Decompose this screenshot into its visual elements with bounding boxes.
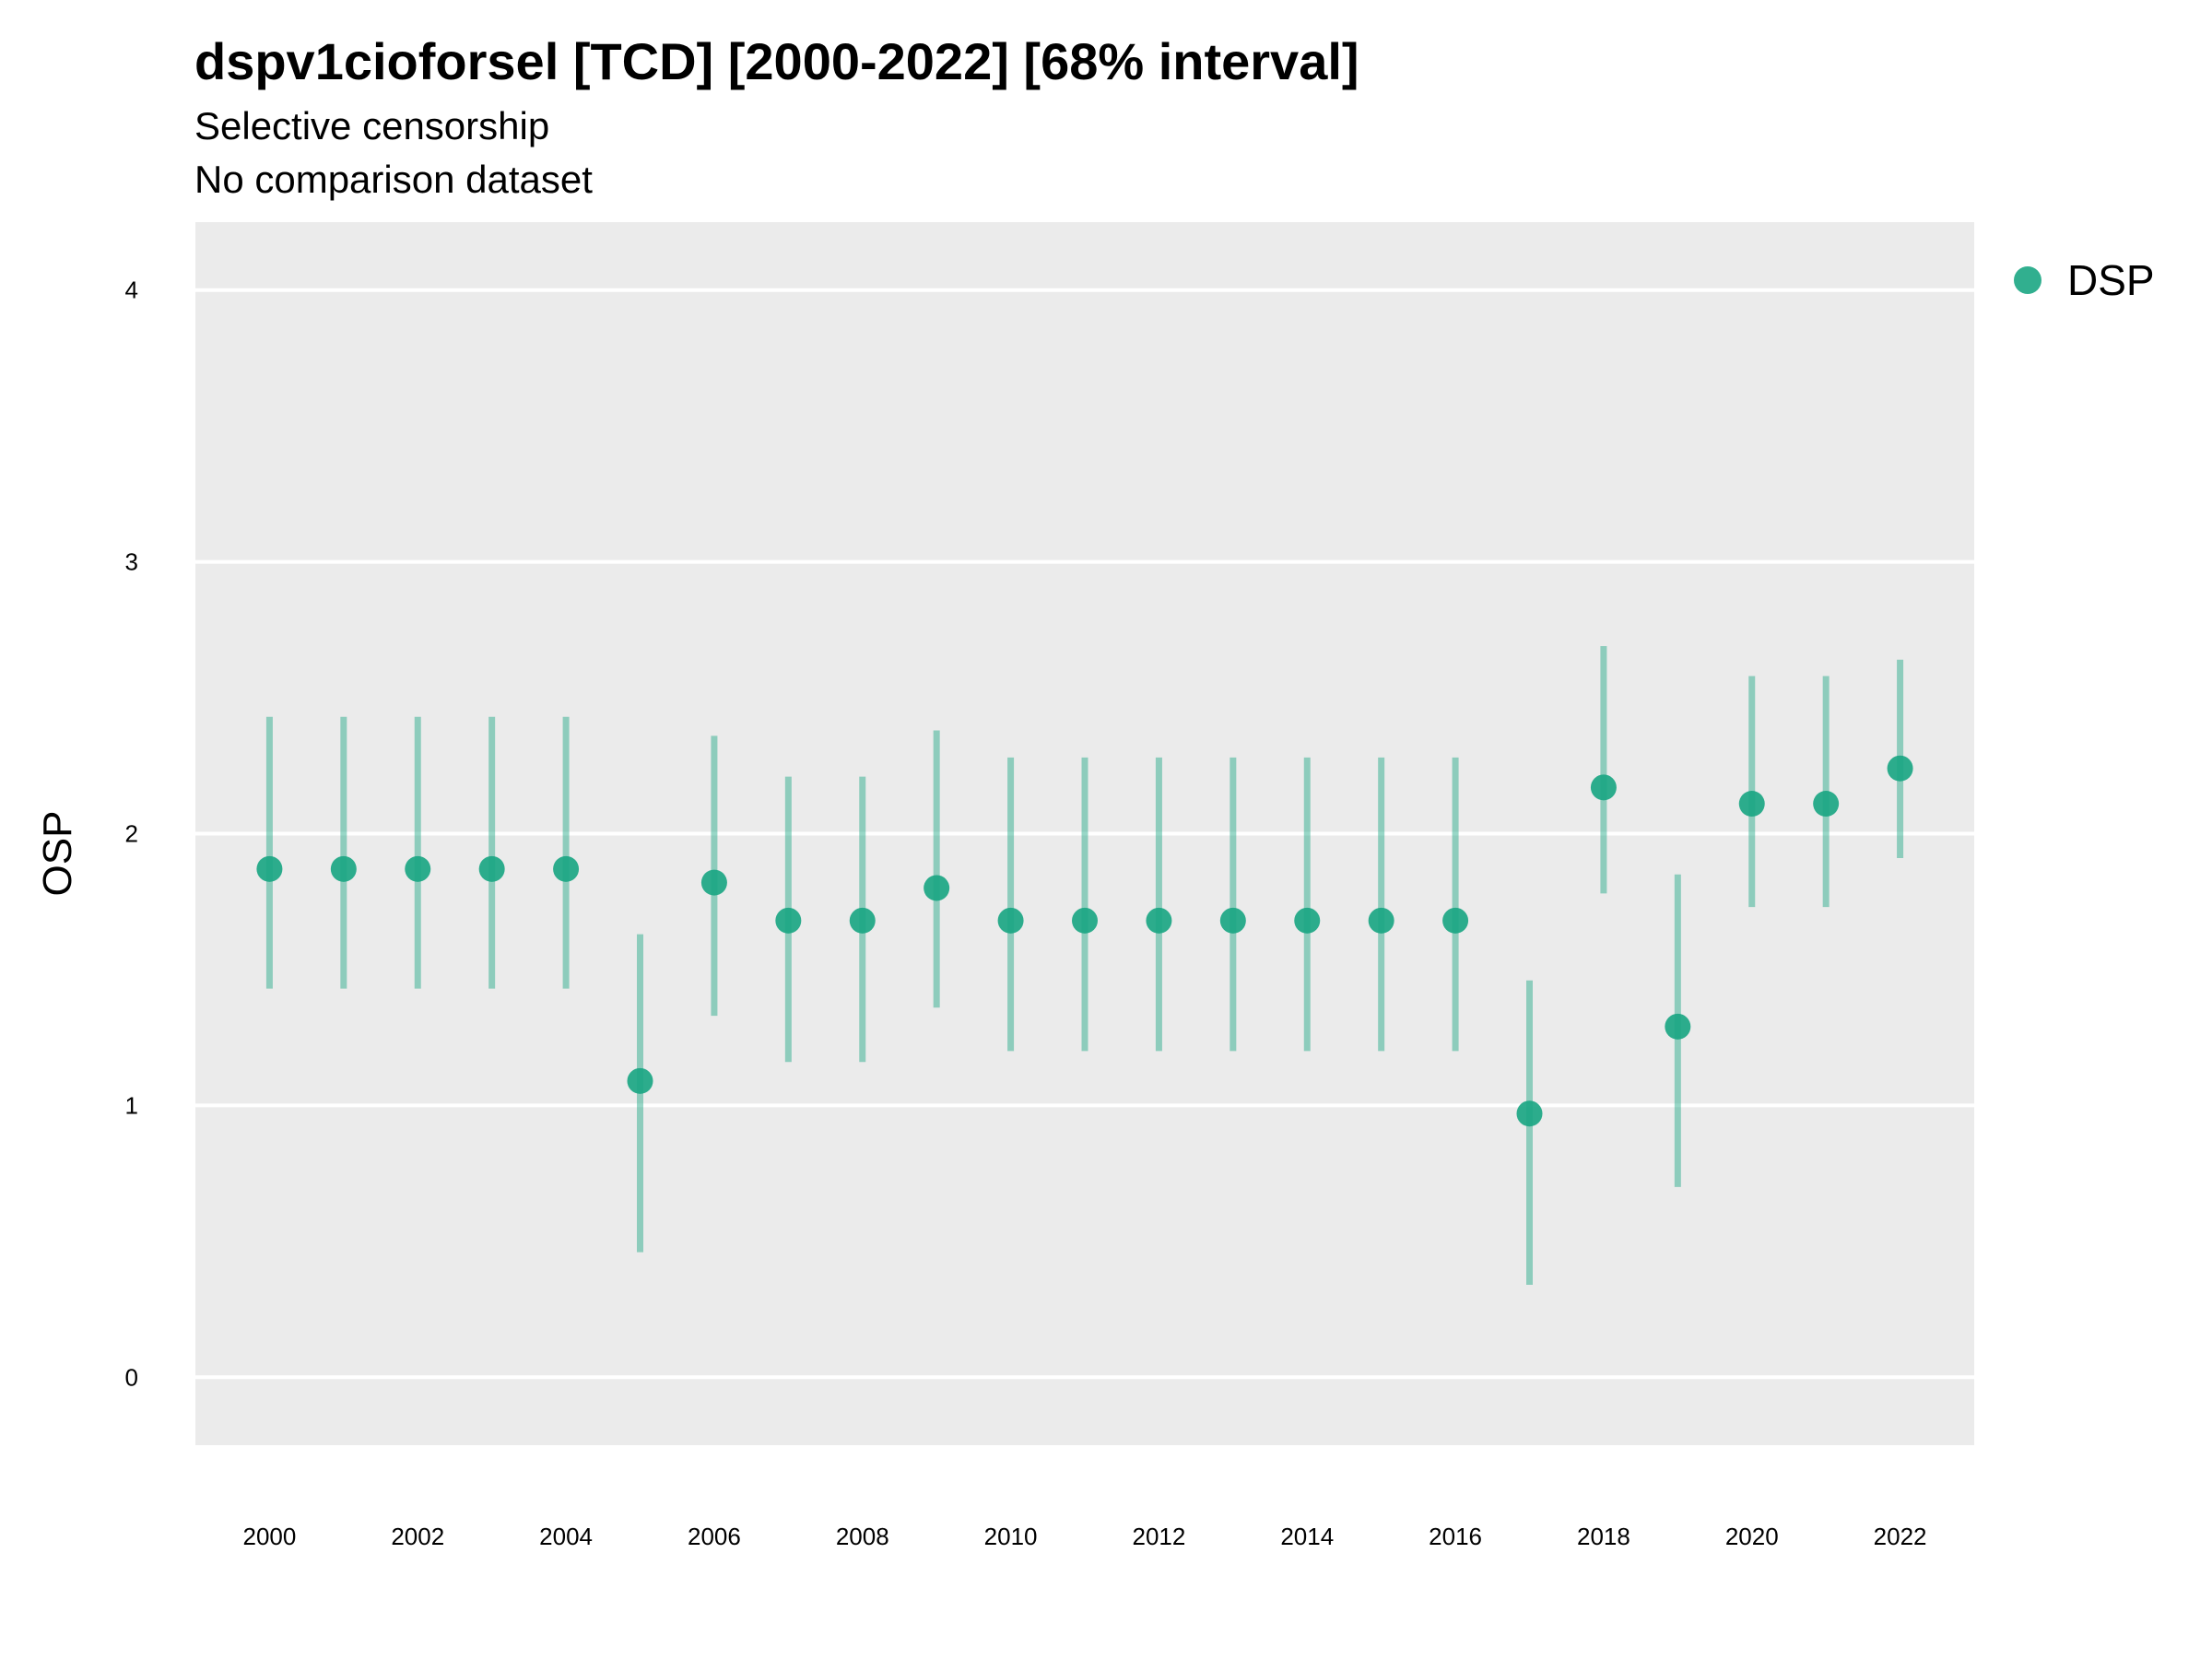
- chart-subtitle: Selective censorship: [194, 104, 550, 147]
- point-dsp-2004: [553, 855, 580, 882]
- point-dsp-2016: [1442, 907, 1469, 934]
- point-dsp-2005: [627, 1067, 653, 1094]
- x-tick-label-2004: 2004: [539, 1523, 593, 1550]
- x-tick-label-2006: 2006: [688, 1523, 741, 1550]
- x-tick-label-2018: 2018: [1577, 1523, 1630, 1550]
- x-tick-label-2000: 2000: [242, 1523, 296, 1550]
- point-dsp-2000: [256, 855, 283, 882]
- x-tick-label-2008: 2008: [836, 1523, 889, 1550]
- point-dsp-2012: [1146, 907, 1172, 934]
- point-dsp-2007: [775, 907, 802, 934]
- point-dsp-2010: [997, 907, 1024, 934]
- point-dsp-2019: [1665, 1013, 1691, 1040]
- point-dsp-2017: [1516, 1100, 1543, 1127]
- x-axis-ticks: 2000 2002 2004 2006 2008 2010 2012 2014 2016 2018…: [242, 1523, 1926, 1550]
- x-tick-label-2010: 2010: [984, 1523, 1038, 1550]
- x-tick-label-2012: 2012: [1132, 1523, 1185, 1550]
- point-dsp-2008: [849, 907, 876, 934]
- point-dsp-2003: [478, 855, 505, 882]
- point-dsp-2006: [700, 869, 727, 896]
- point-dsp-2015: [1368, 907, 1394, 934]
- data-points: [256, 755, 1913, 1127]
- point-dsp-2014: [1294, 907, 1321, 934]
- point-dsp-2021: [1813, 791, 1840, 818]
- point-dsp-2018: [1590, 774, 1617, 801]
- x-tick-label-2016: 2016: [1429, 1523, 1482, 1550]
- x-tick-label-2014: 2014: [1280, 1523, 1334, 1550]
- point-dsp-2002: [405, 855, 431, 882]
- legend-label-dsp: DSP: [2067, 256, 2155, 304]
- x-tick-label-2020: 2020: [1725, 1523, 1779, 1550]
- y-tick-label-3: 3: [125, 548, 138, 576]
- y-tick-label-4: 4: [125, 276, 138, 304]
- legend: DSP: [2005, 251, 2155, 310]
- y-tick-label-0: 0: [125, 1363, 138, 1391]
- chart-subtitle-comparison: No comparison dataset: [194, 158, 593, 201]
- legend-marker-dsp: [2014, 266, 2041, 294]
- point-dsp-2020: [1738, 791, 1765, 818]
- point-dsp-2001: [330, 855, 357, 882]
- point-dsp-2022: [1887, 755, 1913, 782]
- x-tick-label-2002: 2002: [391, 1523, 444, 1550]
- grid-lines: [195, 288, 1974, 1380]
- chart-title: dspv1cioforsel [TCD] [2000-2022] [68% in…: [194, 32, 1359, 90]
- point-dsp-2011: [1072, 907, 1098, 934]
- y-axis-ticks: 0 1 2 3 4: [125, 276, 138, 1392]
- point-dsp-2013: [1219, 907, 1246, 934]
- x-tick-label-2022: 2022: [1874, 1523, 1927, 1550]
- point-dsp-2009: [924, 875, 950, 901]
- y-tick-label-1: 1: [125, 1091, 138, 1119]
- y-tick-label-2: 2: [125, 820, 138, 848]
